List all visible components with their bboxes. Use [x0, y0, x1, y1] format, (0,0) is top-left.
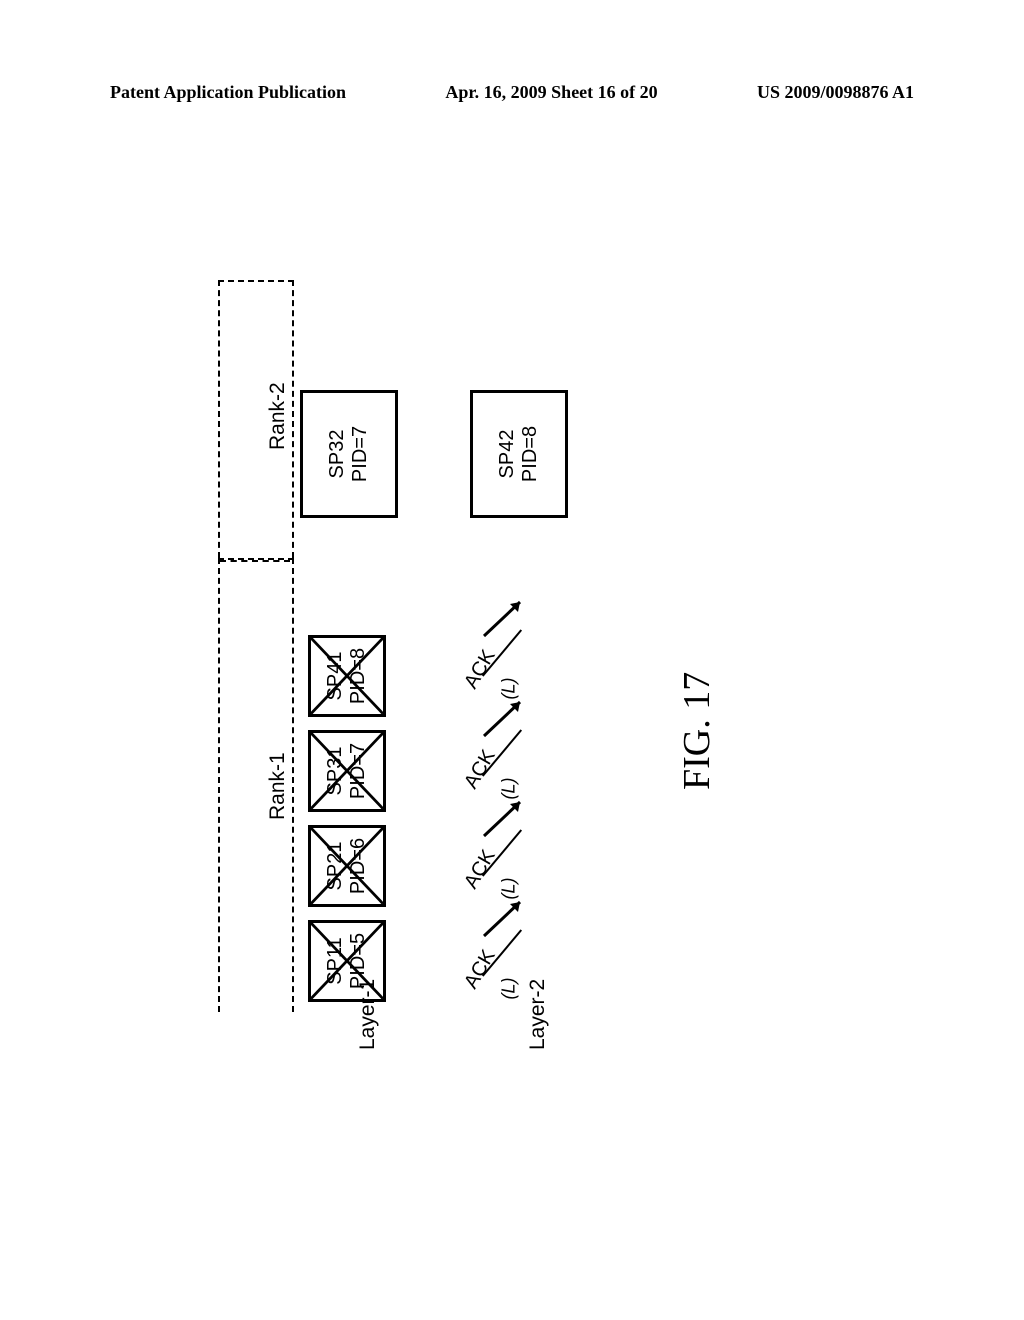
rank2-label: Rank-2 — [266, 382, 290, 450]
ack2-sub: (L) — [499, 878, 520, 900]
sp41-box: SP41 PID=8 — [308, 635, 386, 717]
sp21-box: SP21 PID=6 — [308, 825, 386, 907]
sp42-line1: SP42 — [496, 430, 519, 479]
sp42-line2: PID=8 — [519, 426, 542, 482]
ack4-text: ACK — [460, 646, 500, 693]
header-right: US 2009/0098876 A1 — [757, 82, 914, 103]
figure-diagram: Rank-1 Rank-2 Layer-1 Layer-2 SP11 PID=5… — [130, 140, 800, 1040]
sp31-line2: PID=7 — [347, 743, 370, 799]
sp21-line1: SP21 — [324, 842, 347, 891]
sp42-box: SP42 PID=8 — [470, 390, 568, 518]
sp31-line1: SP31 — [324, 747, 347, 796]
page-header: Patent Application Publication Apr. 16, … — [0, 82, 1024, 103]
header-center: Apr. 16, 2009 Sheet 16 of 20 — [445, 82, 657, 103]
sp11-line2: PID=5 — [347, 933, 370, 989]
ack3-sub: (L) — [499, 778, 520, 800]
ack2-group: ACK (L) — [480, 830, 525, 905]
layer2-label: Layer-2 — [526, 979, 550, 1050]
header-left: Patent Application Publication — [110, 82, 346, 103]
sp41-line1: SP41 — [324, 652, 347, 701]
sp32-line1: SP32 — [326, 430, 349, 479]
sp32-line2: PID=7 — [349, 426, 372, 482]
sp32-box: SP32 PID=7 — [300, 390, 398, 518]
ack2-text: ACK — [460, 846, 500, 893]
sp21-line2: PID=6 — [347, 838, 370, 894]
sp41-line2: PID=8 — [347, 648, 370, 704]
sp11-box: SP11 PID=5 — [308, 920, 386, 1002]
ack3-group: ACK (L) — [480, 730, 525, 805]
figure-caption: FIG. 17 — [675, 672, 719, 790]
ack3-text: ACK — [460, 746, 500, 793]
sp31-box: SP31 PID=7 — [308, 730, 386, 812]
ack4-arrow-icon — [476, 596, 531, 641]
ack1-group: ACK (L) — [480, 930, 525, 1005]
ack4-sub: (L) — [499, 678, 520, 700]
ack1-text: ACK — [460, 946, 500, 993]
ack4-group: ACK (L) — [480, 630, 525, 705]
ack1-sub: (L) — [499, 978, 520, 1000]
sp11-line1: SP11 — [324, 937, 347, 984]
rank1-label: Rank-1 — [266, 752, 290, 820]
